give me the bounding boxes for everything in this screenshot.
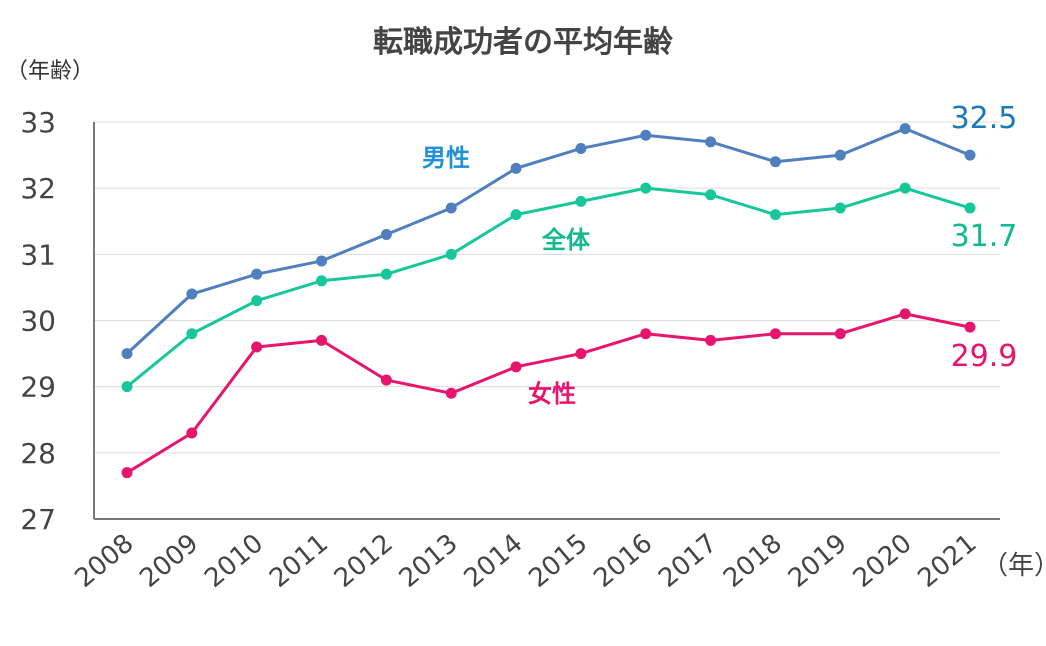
data-point <box>251 341 263 353</box>
x-tick-label: 2016 <box>588 528 658 594</box>
y-axis-unit: （年齢） <box>6 59 94 84</box>
end-value-label: 31.7 <box>951 219 1018 254</box>
x-tick-label: 2020 <box>848 528 918 594</box>
y-tick-label: 32 <box>20 172 56 205</box>
x-tick-labels: 2008200920102011201220132014201520162017… <box>70 528 983 594</box>
x-tick-label: 2008 <box>70 528 140 594</box>
series-labels: 男性 32.5 全体 31.7 女性 29.9 <box>422 101 1017 408</box>
y-tick-label: 30 <box>20 305 56 338</box>
x-axis-unit: （年） <box>982 551 1046 581</box>
x-tick-label: 2019 <box>783 528 853 594</box>
data-point <box>251 268 263 280</box>
data-point <box>445 387 457 399</box>
y-tick-label: 33 <box>20 106 56 139</box>
series <box>121 123 976 479</box>
data-point <box>769 328 781 340</box>
x-tick-label: 2013 <box>394 528 464 594</box>
y-tick-label: 31 <box>20 238 56 271</box>
data-point <box>705 334 717 346</box>
data-point <box>316 275 328 287</box>
data-point <box>316 255 328 267</box>
data-point <box>834 202 846 214</box>
series-2 <box>121 182 976 393</box>
y-tick-label: 27 <box>20 503 56 536</box>
data-point <box>640 328 652 340</box>
series-3 <box>121 308 976 479</box>
data-point <box>640 129 652 141</box>
data-point <box>445 248 457 260</box>
data-point <box>575 348 587 360</box>
series-1 <box>121 123 976 360</box>
end-value-label: 29.9 <box>951 339 1018 374</box>
data-point <box>510 361 522 373</box>
y-tick-label: 29 <box>20 371 56 404</box>
data-point <box>510 162 522 174</box>
data-point <box>121 467 133 479</box>
x-tick-label: 2017 <box>653 528 723 594</box>
series-name-label: 男性 <box>422 144 470 172</box>
data-point <box>705 189 717 201</box>
x-tick-label: 2014 <box>459 528 529 594</box>
gridlines <box>94 121 1000 454</box>
data-point <box>186 288 198 300</box>
data-point <box>899 308 911 320</box>
data-point <box>769 209 781 221</box>
y-tick-label: 28 <box>20 437 56 470</box>
series-line <box>125 186 972 389</box>
y-tick-labels: 27 28 29 30 31 32 33 <box>20 106 56 536</box>
data-point <box>769 156 781 168</box>
data-point <box>186 328 198 340</box>
data-point <box>834 149 846 161</box>
data-point <box>640 182 652 194</box>
data-point <box>899 123 911 135</box>
axes <box>93 122 1000 520</box>
data-point <box>899 182 911 194</box>
data-point <box>186 427 198 439</box>
x-tick-label: 2021 <box>913 528 983 594</box>
end-value-label: 32.5 <box>951 101 1018 136</box>
chart-title: 転職成功者の平均年齢 <box>373 25 673 60</box>
data-point <box>251 295 263 307</box>
series-line <box>125 312 972 475</box>
data-point <box>510 209 522 221</box>
data-point <box>575 195 587 207</box>
series-line <box>125 127 972 356</box>
data-point <box>964 149 976 161</box>
data-point <box>834 328 846 340</box>
data-point <box>380 374 392 386</box>
series-name-label: 女性 <box>528 380 576 408</box>
data-point <box>380 228 392 240</box>
x-tick-label: 2012 <box>329 528 399 594</box>
x-tick-label: 2018 <box>718 528 788 594</box>
data-point <box>964 202 976 214</box>
x-tick-label: 2011 <box>264 528 334 594</box>
data-point <box>121 381 133 393</box>
data-point <box>121 348 133 360</box>
x-tick-label: 2009 <box>134 528 204 594</box>
data-point <box>445 202 457 214</box>
data-point <box>316 334 328 346</box>
data-point <box>705 136 717 148</box>
series-name-label: 全体 <box>541 226 591 254</box>
data-point <box>380 268 392 280</box>
x-tick-label: 2010 <box>199 528 269 594</box>
data-point <box>964 321 976 333</box>
data-point <box>575 142 587 154</box>
x-tick-label: 2015 <box>523 528 593 594</box>
